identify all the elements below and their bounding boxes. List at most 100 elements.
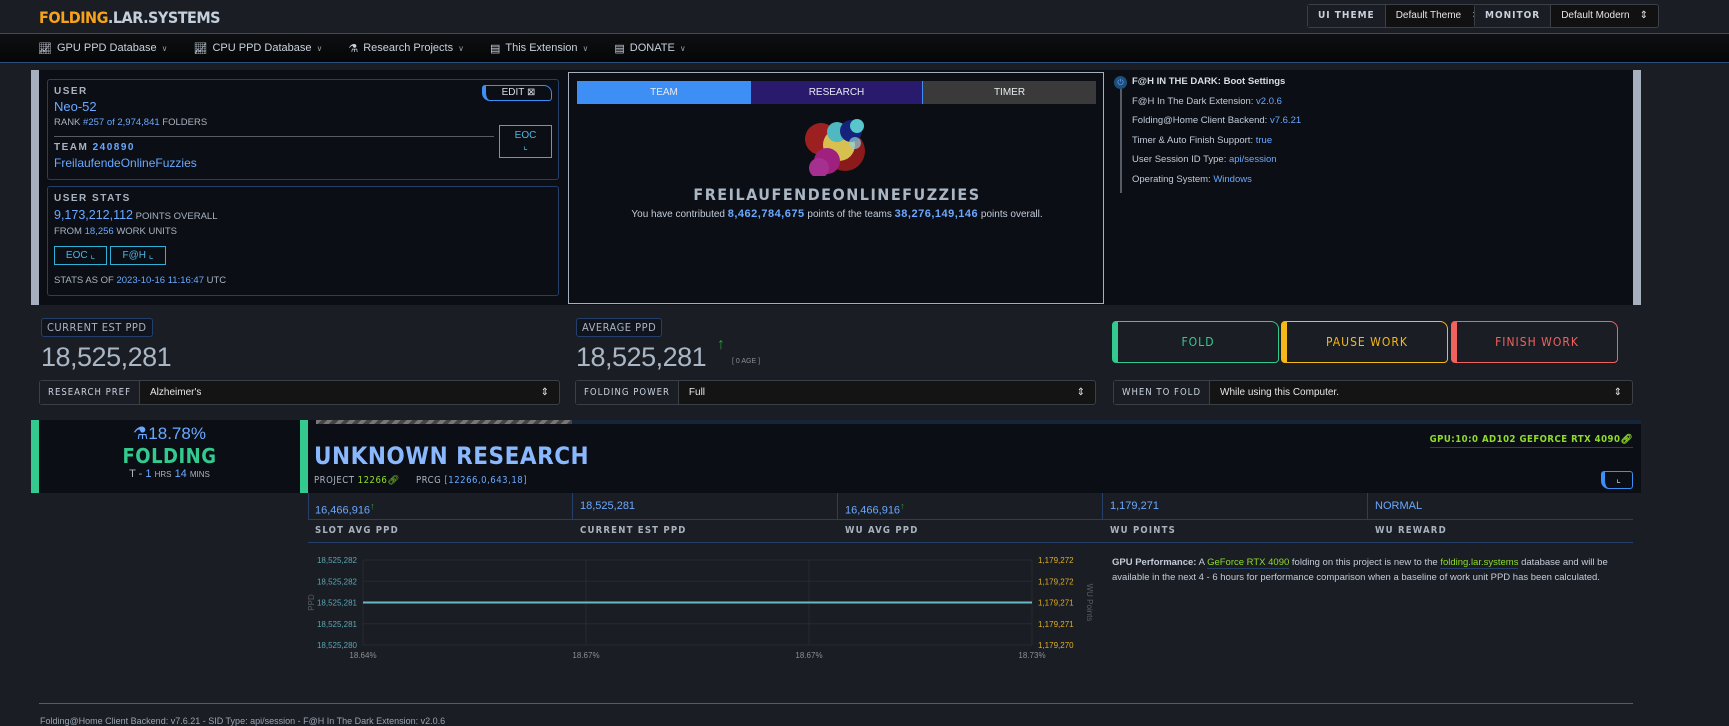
y2-tick-label: 1,179,272: [1038, 577, 1074, 586]
team-title: FREILAUFENDEONLINEFUZZIES: [693, 185, 981, 204]
nav-this-extension[interactable]: ▤ This Extension ∨: [489, 42, 589, 55]
edit-button[interactable]: EDIT ⊠: [482, 85, 552, 101]
boot-settings-link[interactable]: Boot Settings: [1223, 76, 1286, 87]
info-row: F@H In The Dark Extension: v2.0.6: [1132, 95, 1282, 107]
progress-bar: [316, 420, 572, 424]
wu-avg-ppd-label: WU AVG PPD: [845, 525, 919, 536]
wu-points-value: 1,179,271: [1103, 493, 1368, 520]
fah-stats-button[interactable]: F@H ⌞: [110, 246, 166, 265]
y2-axis-label: WU Points: [1085, 584, 1094, 622]
timeline-line: [1120, 88, 1122, 193]
gpu-model-link[interactable]: GeForce RTX 4090: [1207, 557, 1290, 569]
y2-tick-label: 1,179,270: [1038, 641, 1074, 650]
y-tick-label: 18,525,282: [317, 577, 358, 586]
chevron-down-icon: ∨: [161, 43, 168, 53]
info-row: Folding@Home Client Backend: v7.6.21: [1132, 115, 1302, 126]
divider: [308, 542, 1633, 543]
finish-work-button[interactable]: FINISH WORK: [1451, 321, 1618, 363]
gpu-link[interactable]: GPU:10:0 AD102 GEFORCE RTX 4090🔗︎: [1429, 434, 1633, 448]
contribution-text: You have contributed 8,462,784,675 point…: [631, 208, 1043, 220]
header: FOLDING.LAR.SYSTEMS UI THEME Default Them…: [0, 0, 1729, 34]
y2-tick-label: 1,179,272: [1038, 556, 1074, 565]
monitor-label: MONITOR: [1475, 5, 1552, 27]
tab-timer[interactable]: TIMER: [923, 81, 1096, 104]
monitor-select[interactable]: MONITOR Default Modern ⇕: [1474, 4, 1659, 28]
slot-state: FOLDING: [122, 444, 217, 468]
eoc-stats-button[interactable]: EOC ⌞: [54, 246, 107, 265]
nav-research-projects[interactable]: ⚗ Research Projects ∨: [348, 42, 464, 55]
gpu-performance-note: GPU Performance: A GeForce RTX 4090 fold…: [1112, 557, 1608, 583]
when-to-fold-select[interactable]: WHEN TO FOLD While using this Computer. ⇕: [1113, 380, 1633, 405]
footer-divider: [39, 703, 1633, 704]
logo[interactable]: FOLDING.LAR.SYSTEMS: [39, 8, 221, 27]
flask-icon: ⚗: [133, 424, 149, 443]
ui-theme-label: UI THEME: [1308, 5, 1386, 27]
nav-bar: 📈︎ GPU PPD Database ∨ 📈︎ CPU PPD Database ∨ …: [0, 34, 1729, 63]
nav-donate[interactable]: ▤ DONATE ∨: [614, 42, 686, 55]
arrow-up-icon: ↑: [370, 501, 375, 511]
x-tick-label: 18.67%: [795, 651, 822, 660]
current-ppd-label: CURRENT EST PPD: [41, 318, 153, 337]
arrow-up-icon: ↑: [900, 501, 905, 511]
power-icon: ⏻: [1114, 76, 1127, 89]
footer-text: Folding@Home Client Backend: v7.6.21 - S…: [40, 716, 446, 726]
chart-icon: ⌞: [90, 250, 96, 261]
current-est-ppd-label: CURRENT EST PPD: [580, 525, 687, 536]
research-title: UNKNOWN RESEARCH: [314, 442, 590, 470]
user-card: USER Neo-52 RANK #257 of 2,974,841 FOLDE…: [47, 79, 559, 180]
nav-cpu-ppd[interactable]: 📈︎ CPU PPD Database ∨: [193, 42, 323, 55]
chart-icon: 📈︎: [38, 42, 52, 55]
site-link[interactable]: folding.lar.systems: [1440, 557, 1519, 569]
y-tick-label: 18,525,281: [317, 620, 358, 629]
arrow-up-icon: ↑: [717, 336, 725, 353]
edit-icon: ⊠: [527, 87, 536, 98]
current-ppd-value: 18,525,281: [41, 342, 172, 372]
updown-icon: ⇕: [1076, 387, 1085, 398]
updown-icon: ⇕: [1639, 10, 1648, 21]
fold-button[interactable]: FOLD: [1112, 321, 1279, 363]
tab-team[interactable]: TEAM: [577, 81, 751, 104]
research-header: UNKNOWN RESEARCH PROJECT 12266🔗︎ PRCG [1…: [300, 420, 1641, 493]
info-title: F@H IN THE DARK: Boot Settings: [1132, 76, 1286, 87]
chart-toggle-button[interactable]: ⌞: [1601, 471, 1633, 489]
slot-avg-ppd-label: SLOT AVG PPD: [315, 525, 399, 536]
chevron-down-icon: ∨: [458, 43, 464, 53]
wu-avg-ppd-value: 16,466,916↑: [838, 493, 1103, 520]
chart-icon: ⌞: [523, 141, 528, 152]
project-info: PROJECT 12266🔗︎ PRCG [12266,0,643,18]: [314, 475, 528, 486]
divider: [308, 519, 1633, 520]
scrollbar[interactable]: [1633, 70, 1641, 305]
y2-tick-label: 1,179,271: [1038, 599, 1074, 608]
nav-gpu-ppd[interactable]: 📈︎ GPU PPD Database ∨: [38, 42, 168, 55]
updown-icon: ⇕: [1613, 387, 1622, 398]
project-link[interactable]: 12266: [357, 475, 388, 486]
research-pref-select[interactable]: RESEARCH PREF Alzheimer's ⇕: [39, 380, 560, 405]
current-est-ppd-value: 18,525,281: [573, 493, 838, 520]
page-icon: ▤: [489, 42, 501, 55]
team-eoc-button[interactable]: EOC ⌞: [499, 125, 552, 158]
flask-icon: ⚗: [348, 42, 359, 55]
wu-points-label: WU POINTS: [1110, 525, 1176, 536]
pause-work-button[interactable]: PAUSE WORK: [1281, 321, 1448, 363]
team-panel: TEAM RESEARCH TIMER FREILAUFENDEONLINEFU…: [568, 72, 1104, 304]
chart-icon: ⌞: [148, 250, 154, 261]
protein-molecule-image: [805, 119, 865, 176]
points-overall: 9,173,212,112 POINTS OVERALL: [54, 208, 218, 222]
updown-icon: ⇕: [540, 387, 549, 398]
average-ppd-label: AVERAGE PPD: [576, 318, 663, 337]
user-rank: RANK #257 of 2,974,841 FOLDERS: [54, 117, 208, 128]
y-tick-label: 18,525,280: [317, 641, 358, 650]
tab-research[interactable]: RESEARCH: [751, 81, 923, 104]
x-tick-label: 18.64%: [349, 651, 376, 660]
user-stats-card: USER STATS 9,173,212,112 POINTS OVERALL …: [47, 186, 559, 296]
y-axis-label: PPD: [307, 594, 316, 611]
divider: [308, 493, 309, 520]
y-tick-label: 18,525,282: [317, 556, 358, 565]
progress-track: [572, 420, 1641, 424]
average-ppd-value: 18,525,281: [576, 342, 707, 372]
folding-power-select[interactable]: FOLDING POWER Full ⇕: [575, 380, 1096, 405]
extension-info: ⏻ F@H IN THE DARK: Boot Settings F@H In …: [1112, 76, 1301, 193]
eta: T - 1 HRS 14 MINS: [129, 468, 210, 480]
link-icon: 🔗︎: [387, 475, 400, 486]
